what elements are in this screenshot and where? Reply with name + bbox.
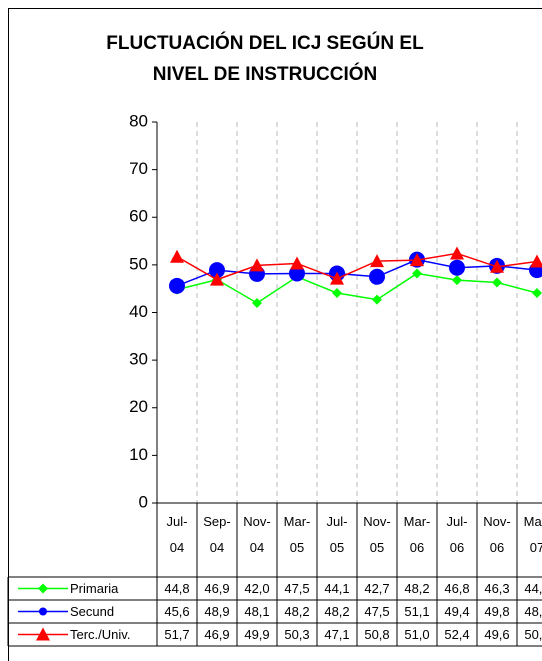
value-label: 42,0 (244, 581, 269, 596)
value-label: 48,2 (324, 604, 349, 619)
y-tick-label: 70 (129, 159, 148, 178)
value-label: 46,8 (444, 581, 469, 596)
point (449, 259, 465, 276)
point (252, 297, 262, 308)
point (532, 287, 542, 298)
value-label: 46,3 (484, 581, 509, 596)
point (209, 262, 225, 279)
value-label: 50,3 (284, 627, 309, 642)
y-tick-label: 40 (129, 302, 148, 321)
chart-border (8, 8, 542, 661)
value-label: 48,9 (524, 604, 542, 619)
y-tick-label: 80 (129, 111, 148, 130)
value-label: 42,7 (364, 581, 389, 596)
x-tick-label: Jul-05 (326, 514, 348, 555)
x-tick-label: Jul-04 (166, 514, 188, 555)
value-label: 48,2 (404, 581, 429, 596)
value-label: 47,5 (284, 581, 309, 596)
chart-title: FLUCTUACIÓN DEL ICJ SEGÚN EL NIVEL DE IN… (106, 33, 424, 85)
point (530, 254, 542, 268)
point (490, 259, 504, 273)
point (492, 277, 502, 288)
value-label: 51,0 (404, 627, 429, 642)
point (372, 294, 382, 305)
x-tick-label: Jul-06 (446, 514, 468, 555)
value-label: 52,4 (444, 627, 469, 642)
point (412, 268, 422, 279)
value-label: 44,1 (524, 581, 542, 596)
legend-marker (39, 607, 47, 616)
point (169, 277, 185, 294)
y-tick-label: 10 (129, 445, 148, 464)
value-label: 49,9 (244, 627, 269, 642)
point (210, 272, 224, 286)
point (332, 287, 342, 298)
value-label: 45,6 (164, 604, 189, 619)
x-tick-label: Mar-07 (523, 514, 542, 555)
point (450, 246, 464, 260)
x-tick-label: Mar-05 (283, 514, 311, 555)
value-label: 44,8 (164, 581, 189, 596)
point (369, 268, 385, 285)
point (250, 258, 264, 272)
value-label: 49,8 (484, 604, 509, 619)
point (370, 254, 384, 268)
series-line (176, 272, 538, 304)
point (452, 275, 462, 286)
value-label: 51,1 (404, 604, 429, 619)
legend-label: Secund (70, 604, 114, 619)
value-label: 47,5 (364, 604, 389, 619)
x-tick-label: Nov-05 (363, 514, 391, 555)
legend-label: Terc./Univ. (70, 627, 130, 642)
value-label: 46,9 (204, 581, 229, 596)
x-tick-label: Mar-06 (403, 514, 431, 555)
x-tick-label: Nov-04 (243, 514, 271, 555)
value-label: 48,2 (284, 604, 309, 619)
y-tick-label: 60 (129, 207, 148, 226)
y-tick-label: 30 (129, 350, 148, 369)
value-label: 50,8 (364, 627, 389, 642)
value-label: 50,7 (524, 627, 542, 642)
legend-label: Primaria (70, 581, 119, 596)
value-label: 48,9 (204, 604, 229, 619)
value-label: 49,4 (444, 604, 469, 619)
value-label: 49,6 (484, 627, 509, 642)
value-label: 46,9 (204, 627, 229, 642)
y-tick-label: 50 (129, 254, 148, 273)
point (289, 265, 305, 282)
legend-marker (36, 627, 50, 641)
point (290, 256, 304, 270)
y-tick-label: 20 (129, 397, 148, 416)
value-label: 44,1 (324, 581, 349, 596)
y-tick-label: 0 (139, 492, 148, 511)
value-label: 51,7 (164, 627, 189, 642)
value-label: 48,1 (244, 604, 269, 619)
value-label: 47,1 (324, 627, 349, 642)
point (170, 249, 184, 263)
legend-marker (38, 583, 48, 594)
point (410, 253, 424, 267)
x-tick-label: Nov-06 (483, 514, 511, 555)
x-tick-label: Sep-04 (203, 514, 231, 555)
point (330, 271, 344, 285)
series-line (176, 252, 538, 281)
